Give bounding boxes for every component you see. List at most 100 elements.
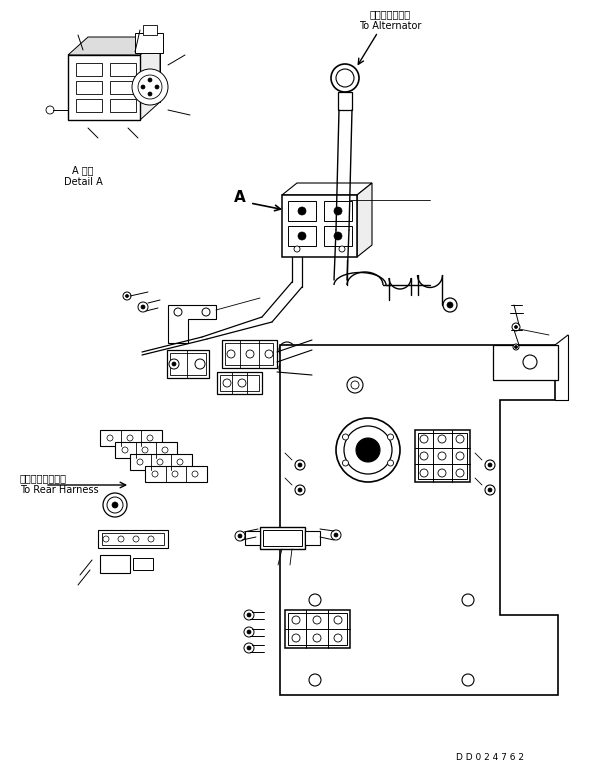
Circle shape [157, 459, 163, 465]
Text: To Rear Harness: To Rear Harness [20, 485, 99, 495]
Bar [217, 372, 262, 394]
Bar [110, 63, 136, 76]
Circle shape [331, 530, 341, 540]
Bar [135, 33, 163, 53]
Circle shape [515, 345, 518, 348]
Circle shape [512, 323, 520, 331]
Circle shape [485, 485, 495, 495]
Circle shape [192, 471, 198, 477]
Circle shape [462, 674, 474, 686]
Polygon shape [280, 345, 558, 695]
Circle shape [488, 463, 492, 467]
Bar [100, 555, 130, 573]
Circle shape [488, 488, 492, 492]
Circle shape [123, 292, 131, 300]
Bar [102, 533, 164, 545]
Circle shape [127, 435, 133, 441]
Circle shape [152, 471, 158, 477]
Circle shape [298, 232, 306, 240]
Bar [245, 531, 260, 545]
Circle shape [462, 594, 474, 606]
Text: A 詳細: A 詳細 [72, 165, 94, 175]
Circle shape [334, 207, 342, 215]
Circle shape [334, 634, 342, 642]
Text: Detail A: Detail A [63, 177, 102, 187]
Circle shape [132, 69, 168, 105]
Circle shape [295, 460, 305, 470]
Circle shape [235, 531, 245, 541]
Bar [418, 433, 467, 479]
Bar [282, 195, 357, 257]
Circle shape [447, 302, 453, 308]
Circle shape [331, 64, 359, 92]
Circle shape [294, 246, 300, 252]
Circle shape [172, 471, 178, 477]
Circle shape [295, 485, 305, 495]
Circle shape [342, 460, 348, 466]
Circle shape [148, 78, 152, 82]
Circle shape [387, 434, 393, 440]
Bar [130, 454, 192, 470]
Bar [98, 530, 168, 548]
Circle shape [334, 232, 342, 240]
Circle shape [438, 435, 446, 443]
Circle shape [438, 452, 446, 460]
Circle shape [420, 435, 428, 443]
Text: オルタネータへ: オルタネータへ [370, 9, 410, 19]
Circle shape [247, 630, 251, 634]
Circle shape [141, 305, 145, 309]
Circle shape [292, 616, 300, 624]
Circle shape [342, 434, 348, 440]
Bar [133, 558, 153, 570]
Bar [170, 353, 206, 375]
Circle shape [107, 435, 113, 441]
Circle shape [46, 106, 54, 114]
Bar [110, 99, 136, 112]
Circle shape [356, 438, 380, 462]
Circle shape [148, 536, 154, 542]
Circle shape [334, 533, 338, 537]
Circle shape [285, 366, 289, 370]
Bar [263, 530, 302, 546]
Bar [68, 55, 140, 120]
Circle shape [336, 418, 400, 482]
Circle shape [138, 302, 148, 312]
Circle shape [138, 75, 162, 99]
Circle shape [103, 536, 109, 542]
Bar [76, 99, 102, 112]
Polygon shape [140, 37, 160, 120]
Circle shape [169, 359, 179, 369]
Circle shape [298, 488, 302, 492]
Circle shape [344, 426, 392, 474]
Circle shape [238, 379, 246, 387]
Circle shape [174, 308, 182, 316]
Bar [167, 350, 209, 378]
Bar [260, 527, 305, 549]
Circle shape [313, 634, 321, 642]
Circle shape [438, 469, 446, 477]
Circle shape [485, 460, 495, 470]
Polygon shape [88, 37, 160, 102]
Circle shape [155, 85, 159, 89]
Circle shape [456, 452, 464, 460]
Circle shape [285, 348, 289, 352]
Bar [324, 201, 352, 221]
Bar [220, 375, 259, 391]
Circle shape [443, 298, 457, 312]
Circle shape [103, 493, 127, 517]
Bar [100, 430, 162, 446]
Circle shape [244, 610, 254, 620]
Circle shape [292, 634, 300, 642]
Bar [288, 613, 347, 645]
Circle shape [347, 377, 363, 393]
Circle shape [515, 325, 518, 328]
Circle shape [313, 616, 321, 624]
Circle shape [118, 536, 124, 542]
Circle shape [223, 379, 231, 387]
Polygon shape [68, 37, 160, 55]
Circle shape [523, 355, 537, 369]
Bar [76, 63, 102, 76]
Circle shape [148, 92, 152, 96]
Circle shape [420, 469, 428, 477]
Circle shape [133, 536, 139, 542]
